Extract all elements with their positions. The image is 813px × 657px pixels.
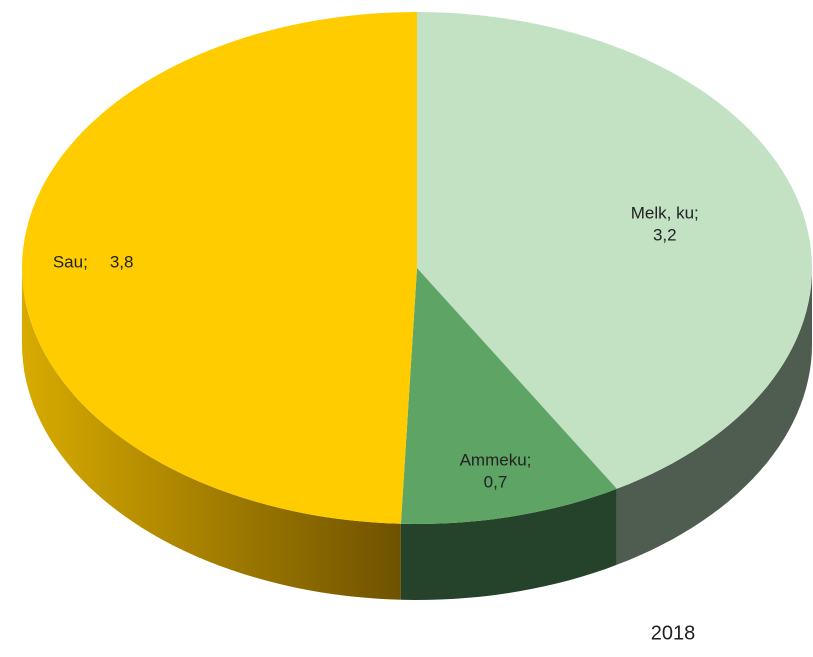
pie-side xyxy=(616,268,812,565)
pie-slice xyxy=(400,268,617,524)
label-value: 3,2 xyxy=(653,226,677,245)
label-category: Ammeku xyxy=(460,451,527,470)
label-value: 0,7 xyxy=(484,473,508,492)
pie-slice xyxy=(22,12,417,524)
data-label: Melk, ku; 3,2 xyxy=(631,204,699,245)
label-separator: ; xyxy=(83,253,88,272)
chart-subtitle: 2018 xyxy=(651,622,696,644)
pie-tops xyxy=(22,12,812,524)
data-label: Ammeku; 0,7 xyxy=(460,451,532,492)
label-value: 3,8 xyxy=(110,253,134,272)
data-labels: Melk, ku; 3,2 Ammeku; 0,7 Sau; 3,8 xyxy=(53,204,699,492)
label-category: Melk, ku xyxy=(631,204,694,223)
pie-side xyxy=(22,268,401,600)
pie-sides xyxy=(22,268,812,600)
pie-side xyxy=(400,488,617,600)
label-separator: ; xyxy=(694,204,699,223)
data-label: Sau; 3,8 xyxy=(53,253,134,272)
label-category: Sau xyxy=(53,253,83,272)
pie-slice xyxy=(417,12,812,489)
label-separator: ; xyxy=(527,451,532,470)
